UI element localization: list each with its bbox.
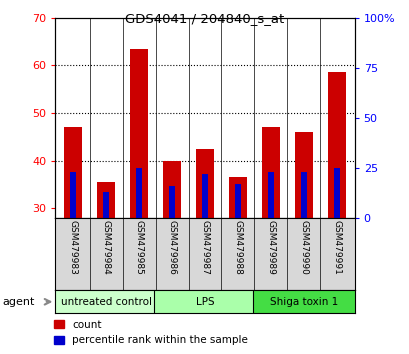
Text: untreated control: untreated control bbox=[61, 297, 151, 307]
Bar bbox=[267, 172, 273, 218]
Text: Shiga toxin 1: Shiga toxin 1 bbox=[269, 297, 337, 307]
Bar bbox=[136, 168, 142, 218]
Text: GDS4041 / 204840_s_at: GDS4041 / 204840_s_at bbox=[125, 12, 284, 25]
Bar bbox=[64, 127, 82, 218]
Text: LPS: LPS bbox=[195, 297, 214, 307]
Bar bbox=[202, 174, 207, 218]
Text: GSM479986: GSM479986 bbox=[167, 220, 176, 275]
Bar bbox=[294, 132, 312, 218]
Bar bbox=[169, 186, 175, 218]
Bar bbox=[300, 172, 306, 218]
Text: GSM479985: GSM479985 bbox=[135, 220, 144, 275]
Bar bbox=[70, 172, 76, 218]
Bar bbox=[228, 177, 246, 218]
Text: GSM479987: GSM479987 bbox=[200, 220, 209, 275]
Bar bbox=[97, 182, 115, 218]
Bar bbox=[261, 127, 279, 218]
Text: GSM479991: GSM479991 bbox=[331, 220, 340, 275]
Bar bbox=[55, 290, 157, 313]
Bar bbox=[234, 184, 240, 218]
Text: GSM479990: GSM479990 bbox=[299, 220, 308, 275]
Bar bbox=[130, 48, 148, 218]
Bar bbox=[196, 149, 213, 218]
Bar bbox=[327, 73, 345, 218]
Bar bbox=[103, 192, 109, 218]
Text: GSM479983: GSM479983 bbox=[69, 220, 78, 275]
Bar bbox=[333, 168, 339, 218]
Text: GSM479989: GSM479989 bbox=[265, 220, 274, 275]
Text: agent: agent bbox=[2, 297, 34, 307]
Bar bbox=[163, 161, 181, 218]
Bar bbox=[154, 290, 255, 313]
Text: GSM479984: GSM479984 bbox=[101, 220, 110, 275]
Bar bbox=[252, 290, 354, 313]
Legend: count, percentile rank within the sample: count, percentile rank within the sample bbox=[54, 320, 247, 345]
Text: GSM479988: GSM479988 bbox=[233, 220, 242, 275]
